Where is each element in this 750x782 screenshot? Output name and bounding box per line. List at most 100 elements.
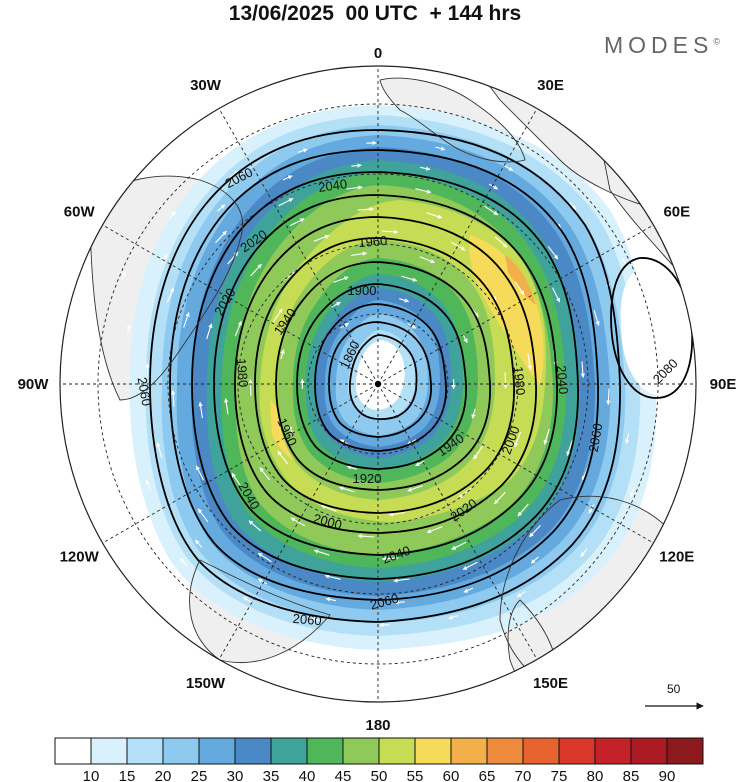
map-boundary (59, 65, 697, 703)
wind-arrow (325, 597, 336, 602)
brand-logo: MODES© (604, 32, 720, 59)
contour-label: 2000 (312, 511, 344, 533)
map-title: 13/06/2025 00 UTC + 144 hrs (228, 2, 522, 25)
wind-arrow (552, 287, 561, 303)
contour-1940 (275, 261, 491, 491)
wind-arrow (448, 615, 459, 620)
wind-arrow (310, 617, 321, 622)
contour-label-group: 1960 (358, 233, 388, 250)
wind-arrow (401, 275, 418, 282)
colorbar-swatch (54, 737, 92, 765)
wind-arrow (450, 241, 466, 251)
wind-arrow (278, 198, 294, 207)
wind-arrow (653, 331, 658, 342)
wind-arrow (224, 398, 229, 415)
wind-arrow (514, 431, 522, 448)
wind-arrow (206, 323, 213, 340)
colorbar-tick-label: 45 (335, 768, 352, 782)
meridian-line (218, 108, 379, 385)
wind-arrow (145, 362, 150, 380)
longitude-label: 60E (663, 204, 690, 221)
wind-arrow (166, 287, 175, 303)
wind-arrow (259, 467, 271, 481)
wind-arrow (194, 539, 203, 548)
wind-arrow (230, 170, 240, 178)
longitude-labels: 0 30E 60E 90E 120E 150E 180 150W 120W 90W 60W 30W (18, 45, 737, 734)
wind-arrow (462, 561, 478, 570)
colorbar-tick-label: 55 (407, 768, 424, 782)
wind-arrow (350, 251, 368, 257)
latitude-circle (307, 313, 449, 455)
wind-arrow (195, 465, 204, 481)
wind-arrow (250, 263, 262, 277)
wind-arrow (415, 460, 425, 467)
contour-label-group: 1900 (348, 283, 377, 298)
wind-arrow (420, 166, 431, 171)
longitude-label: 120W (60, 549, 100, 566)
longitude-label: 180 (365, 717, 390, 734)
wind-arrow (451, 541, 467, 550)
contour-label: 2040 (554, 365, 571, 395)
shade-60 (505, 255, 536, 305)
wind-arrow (514, 281, 525, 296)
wind-arrow (161, 254, 168, 264)
wind-arrow (415, 188, 432, 194)
wind-arrow (630, 487, 636, 497)
contour-label-group: 2060 (586, 422, 606, 453)
wind-arrow (473, 445, 484, 460)
colorbar-tick-label: 80 (587, 768, 604, 782)
wind-arrow (547, 245, 559, 260)
wind-arrow (529, 524, 541, 538)
wind-arrow (381, 556, 399, 561)
wind-arrow (530, 556, 539, 564)
colorbar-tick-label: 15 (119, 768, 136, 782)
wind-arrow (282, 175, 293, 181)
wind-arrow (333, 276, 349, 283)
longitude-label: 30E (537, 77, 564, 94)
reference-vector: 50 (645, 682, 704, 710)
contour-label: 1980 (234, 358, 251, 388)
wind-arrow (179, 558, 188, 567)
longitude-label: 120E (659, 549, 694, 566)
wind-arrow (593, 309, 600, 326)
wind-arrow (503, 372, 508, 389)
wind-arrow (503, 165, 514, 172)
meridian-line (377, 224, 654, 385)
wind-arrow (625, 433, 630, 444)
colorbar-swatch (594, 737, 632, 765)
contour-1860 (348, 334, 418, 421)
contour-label: 1960 (358, 233, 388, 250)
colorbar-tick-label: 25 (191, 768, 208, 782)
contour-label: 2040 (317, 176, 348, 195)
wind-arrow (120, 403, 125, 415)
longitude-label: 150E (533, 675, 568, 692)
colorbar-swatch (630, 737, 668, 765)
shade-55 (469, 235, 544, 385)
contour-label: 2060 (368, 591, 400, 613)
wind-arrow (566, 440, 573, 456)
wind-arrow (543, 428, 550, 445)
colorbar-tick-label: 10 (83, 768, 100, 782)
colorbar-swatch (234, 737, 272, 765)
longitude-label: 30W (190, 77, 222, 94)
wind-arrow (320, 504, 337, 512)
colorbar-swatch (162, 737, 200, 765)
colorbar-tick-label: 30 (227, 768, 244, 782)
pole-marker (374, 380, 382, 388)
wind-arrow (257, 552, 272, 563)
reference-vector-label: 50 (667, 682, 681, 696)
wind-arrow (338, 486, 355, 493)
wind-arrow (227, 251, 239, 265)
wind-arrow (606, 388, 611, 406)
wind-arrow (297, 148, 308, 153)
wind-arrow (248, 379, 253, 396)
wind-arrow (290, 517, 306, 527)
wind-arrow (324, 574, 341, 580)
contour-label-group: 1920 (353, 471, 382, 486)
colorbar-tick-label: 75 (551, 768, 568, 782)
colorbar-tick-label: 50 (371, 768, 388, 782)
contour-label-group: 1980 (234, 358, 251, 388)
longitude-label: 0 (374, 45, 382, 62)
contour-label: 1980 (511, 366, 528, 396)
colorbar-tick-label: 90 (659, 768, 676, 782)
